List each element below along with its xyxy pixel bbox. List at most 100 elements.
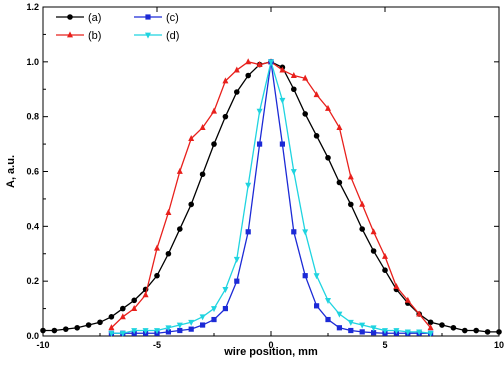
data-point [439, 322, 445, 328]
data-point [211, 316, 217, 323]
data-point [336, 325, 342, 331]
data-point [245, 229, 251, 235]
data-point [108, 330, 115, 337]
data-point [427, 319, 434, 326]
data-point [313, 91, 320, 98]
x-axis-title: wire position, mm [223, 346, 318, 358]
plot-axes: -10 -5 0 5 10 0.0 0.2 0.4 0.6 0.8 1.0 1.2 [26, 2, 504, 350]
data-point [359, 226, 366, 232]
data-point [291, 229, 297, 235]
data-point [176, 322, 183, 329]
x-tick-label: 5 [382, 340, 387, 350]
legend-marker [67, 31, 73, 38]
data-point [290, 71, 297, 78]
data-point [142, 328, 149, 335]
data-point [370, 325, 377, 332]
data-point [199, 124, 206, 131]
data-point [325, 316, 331, 323]
data-point [302, 74, 309, 81]
data-point [234, 89, 240, 95]
data-point [188, 319, 195, 326]
series-2 [108, 58, 434, 331]
data-point [233, 256, 240, 263]
data-point [404, 329, 411, 336]
data-point [108, 314, 115, 320]
x-tick-label: -5 [153, 340, 161, 350]
data-point [302, 229, 309, 236]
legend: (a) (b) (c) (d) [56, 12, 179, 42]
series-line [111, 59, 431, 334]
data-point [165, 325, 172, 332]
data-point [211, 141, 217, 147]
data-point [211, 107, 217, 114]
legend-marker [145, 14, 151, 20]
data-point [74, 324, 80, 331]
data-point [393, 328, 400, 335]
data-point [222, 286, 229, 293]
data-point [416, 329, 423, 336]
series-4 [108, 59, 434, 337]
y-tick-label: 0.8 [26, 112, 39, 122]
data-point [325, 154, 331, 161]
data-point [199, 171, 206, 178]
data-point [416, 310, 423, 317]
data-point [484, 329, 491, 335]
data-point [188, 201, 194, 208]
data-point [268, 59, 274, 66]
data-point [188, 326, 194, 332]
data-point [359, 200, 366, 207]
series-line [111, 61, 431, 334]
y-tick-label: 0.0 [26, 331, 39, 341]
data-point [314, 303, 320, 309]
data-point [347, 173, 354, 180]
data-point [336, 179, 343, 186]
data-point [290, 169, 297, 176]
data-point [165, 329, 171, 335]
data-point [473, 327, 480, 334]
data-point [427, 330, 434, 337]
legend-item: (a) [56, 12, 101, 24]
y-tick-label: 0.6 [26, 167, 39, 177]
data-point [359, 322, 366, 329]
data-point [97, 319, 103, 326]
data-point [211, 306, 217, 313]
plot-frame [42, 6, 500, 337]
x-tick-label: 10 [494, 340, 504, 350]
y-tick-label: 0.2 [26, 276, 39, 286]
data-point [393, 283, 400, 290]
x-tick-label: -10 [36, 340, 49, 350]
legend-label: (d) [166, 30, 179, 42]
data-point [40, 327, 46, 334]
data-point [165, 209, 172, 216]
data-point [154, 244, 160, 251]
data-point [222, 113, 229, 120]
data-point [154, 328, 160, 335]
data-point [108, 324, 115, 331]
data-point [382, 328, 388, 335]
data-point [131, 297, 137, 304]
data-point [325, 297, 331, 304]
y-tick-label: 0.4 [26, 221, 39, 231]
data-point [120, 305, 126, 312]
series-line [43, 61, 499, 333]
data-point [234, 278, 240, 284]
data-point [336, 311, 343, 318]
data-point [256, 60, 263, 67]
legend-marker [67, 14, 73, 20]
data-point [165, 250, 172, 257]
series-1 [40, 59, 502, 335]
data-point [177, 327, 183, 334]
data-point [51, 327, 58, 334]
legend-item: (c) [134, 12, 179, 24]
data-point [233, 66, 240, 73]
data-point [371, 330, 377, 336]
data-point [119, 313, 126, 320]
data-point [291, 86, 297, 93]
data-point [279, 66, 286, 73]
data-point [119, 330, 126, 337]
data-point [279, 141, 285, 147]
data-point [177, 226, 183, 232]
data-point [496, 329, 502, 335]
data-point [382, 252, 388, 259]
data-point [462, 327, 468, 334]
